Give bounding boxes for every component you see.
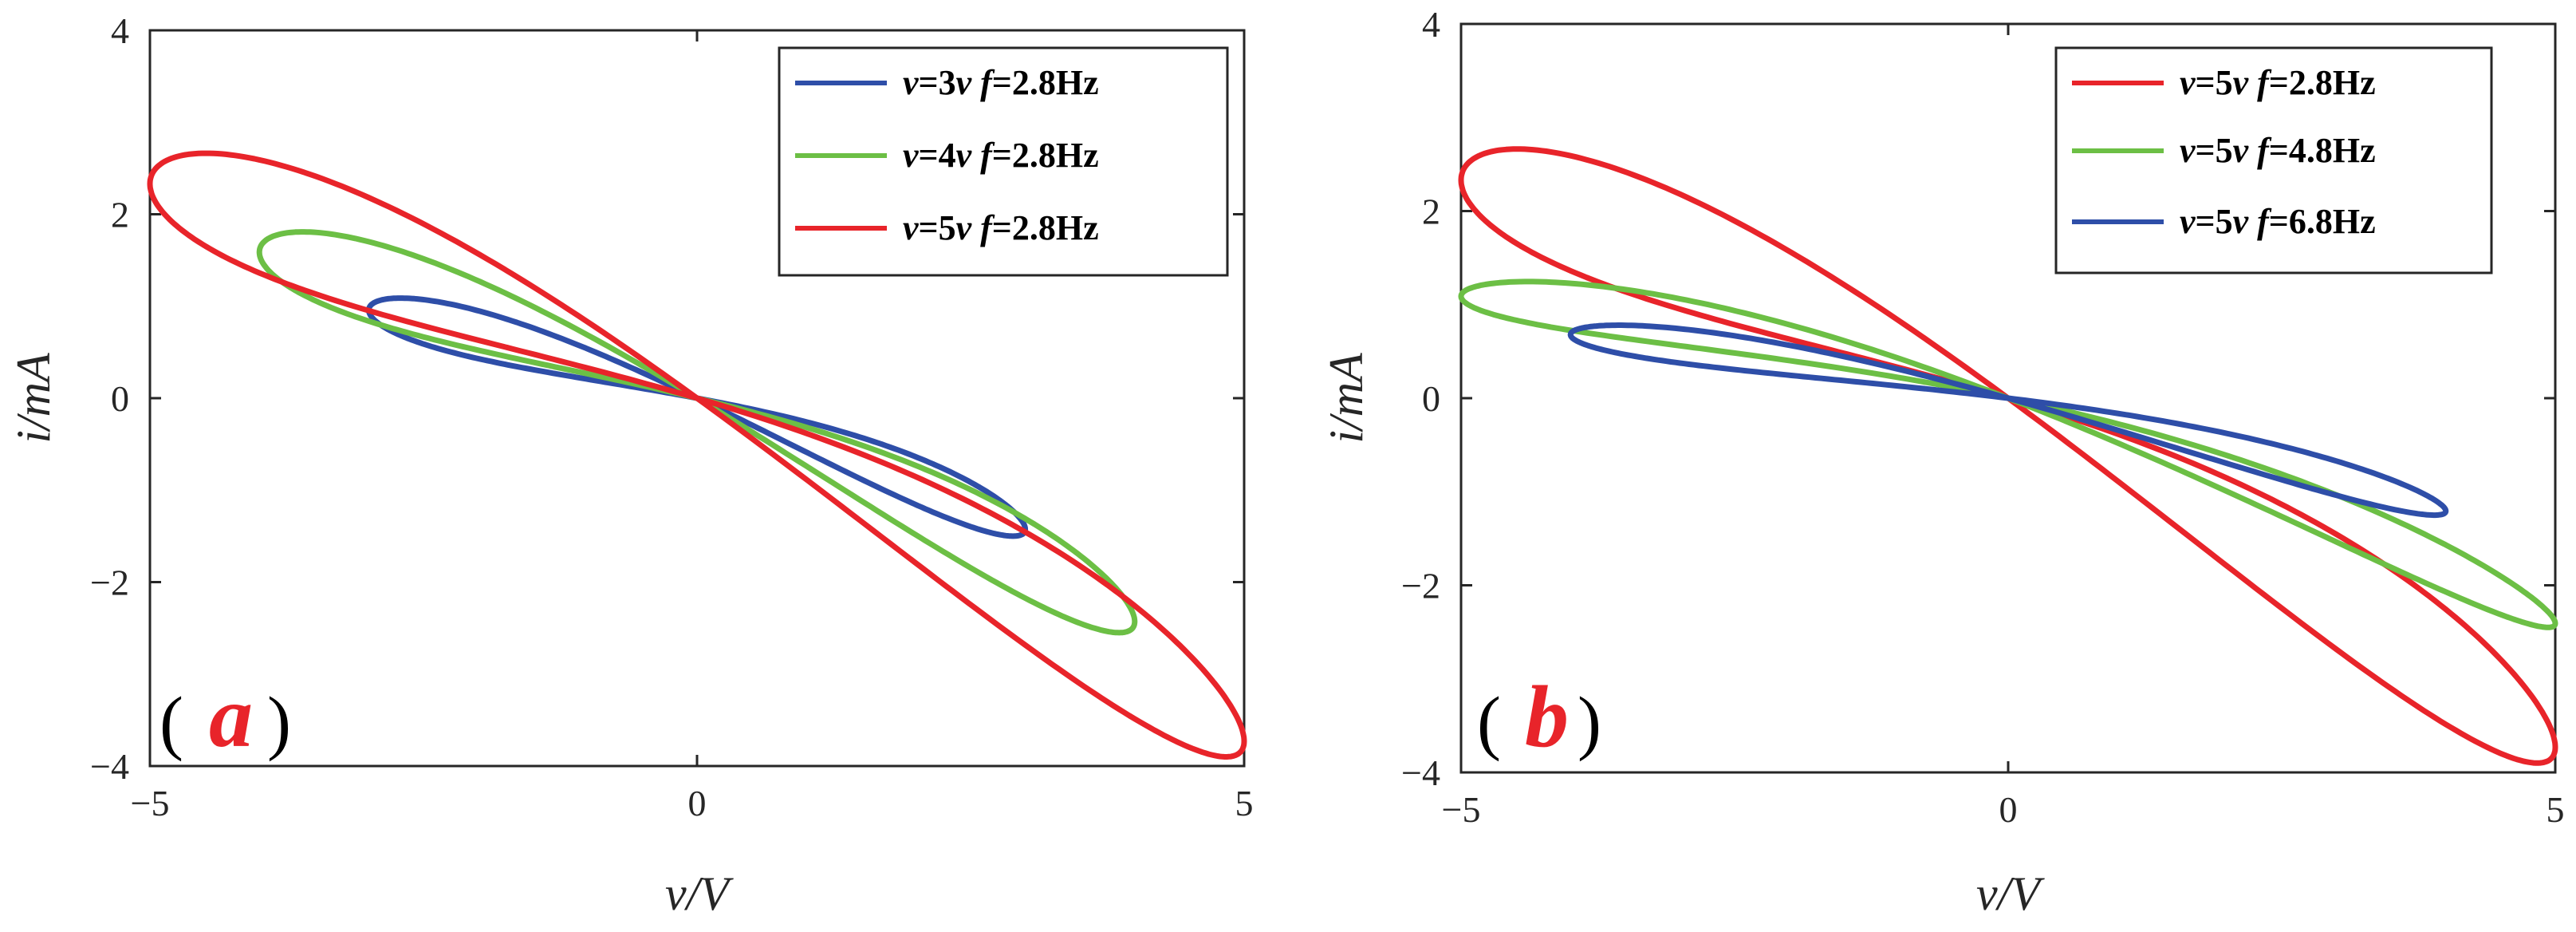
y-tick-label: 0	[111, 378, 129, 419]
series-line-3	[147, 150, 1247, 760]
panel-label-b: ( b )	[1477, 668, 1601, 765]
legend-entry: v=4v f=2.8Hz	[903, 136, 1099, 175]
x-tick-label: 5	[1235, 783, 1254, 823]
y-tick-label: 4	[1422, 4, 1440, 45]
legend: v=3v f=2.8Hz v=4v f=2.8Hz v=5v f=2.8Hz	[778, 46, 1229, 277]
y-axis-label: i/mA	[7, 353, 60, 444]
legend-entry: v=5v f=4.8Hz	[2180, 131, 2376, 170]
y-axis-label: i/mA	[1320, 353, 1373, 444]
y-tick-label: 2	[1422, 192, 1440, 232]
y-tick-label: −4	[1401, 752, 1440, 793]
legend-entry: v=5v f=6.8Hz	[2180, 202, 2376, 241]
panel-letter: b	[1525, 668, 1569, 765]
svg-text:(: (	[1477, 683, 1501, 762]
y-tick-label: 0	[1422, 378, 1440, 419]
x-tick-label: 0	[688, 783, 707, 823]
x-axis-label: v/V	[1976, 867, 2045, 920]
y-tick-label: 4	[111, 10, 129, 51]
panel-label-a: ( a )	[160, 668, 291, 765]
legend-entry: v=5v f=2.8Hz	[903, 208, 1099, 247]
x-tick-label: −5	[1442, 789, 1481, 830]
x-tick-label: 5	[2546, 789, 2565, 830]
panel-letter: a	[209, 668, 253, 765]
svg-text:): )	[267, 683, 291, 762]
y-tick-label: −2	[90, 563, 129, 603]
legend-entry: v=3v f=2.8Hz	[903, 63, 1099, 102]
x-tick-label: 0	[1999, 789, 2018, 830]
series-line-3	[1567, 322, 2449, 519]
svg-text:(: (	[160, 683, 183, 762]
legend: v=5v f=2.8Hz v=5v f=4.8Hz v=5v f=6.8Hz	[2054, 46, 2493, 274]
y-tick-label: −4	[90, 746, 129, 787]
legend-entry: v=5v f=2.8Hz	[2180, 63, 2376, 102]
x-tick-label: −5	[131, 783, 170, 823]
x-axis-label: v/V	[665, 867, 734, 920]
svg-text:): )	[1578, 683, 1601, 762]
y-tick-label: 2	[111, 195, 129, 235]
y-tick-label: −2	[1401, 566, 1440, 606]
